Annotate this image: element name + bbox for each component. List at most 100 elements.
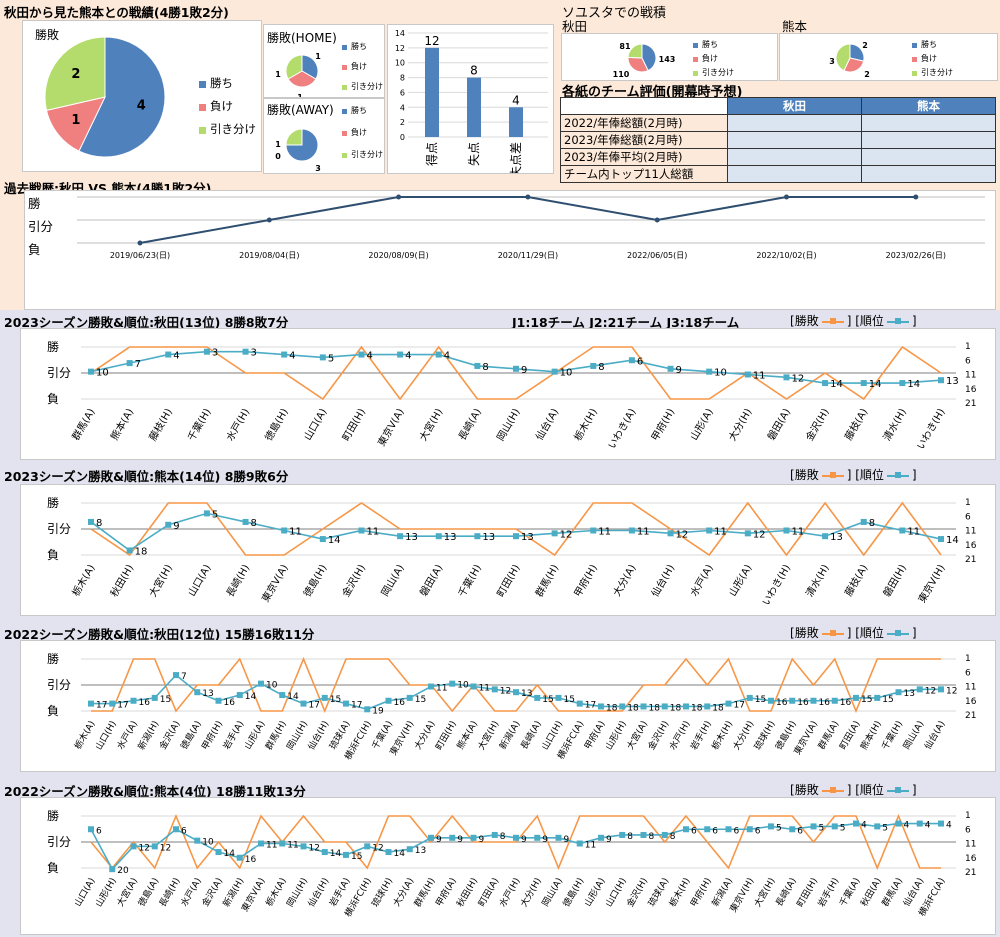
bar-y-tick: 6	[400, 88, 405, 97]
rank-point	[576, 840, 583, 847]
rank-value-label: 18	[691, 703, 703, 713]
rank-tick: 16	[965, 541, 977, 551]
rank-point	[428, 834, 434, 841]
rank-point	[194, 689, 201, 696]
rank-point	[281, 527, 288, 534]
rank-point	[822, 380, 829, 387]
rank-point	[130, 697, 137, 704]
rank-point	[768, 823, 774, 830]
legend-swatch	[342, 131, 347, 136]
bar-y-tick: 10	[395, 59, 405, 68]
bar	[467, 77, 481, 137]
legend-rank-label: 順位	[859, 783, 884, 797]
pie-value-label: 4	[137, 98, 146, 113]
rank-point	[744, 530, 751, 537]
season-x-label: 金沢(H)	[803, 406, 832, 443]
season-x-label: 栃木(H)	[571, 406, 600, 443]
rank-point	[343, 700, 349, 707]
soyusuta-kumamoto-box: 2 2 3 勝ち 負け 引き分け	[779, 33, 998, 81]
rank-value-label: 18	[606, 703, 618, 713]
season-x-label: 栃木(A)	[69, 562, 98, 599]
rank-value-label: 9	[676, 365, 682, 376]
rank-tick: 21	[965, 711, 976, 721]
rank-point	[358, 527, 365, 534]
bar-category-label: 失点	[466, 142, 481, 166]
rank-value-label: 15	[330, 695, 341, 705]
rank-point	[576, 700, 583, 707]
bar	[425, 47, 439, 137]
rank-value-label: 14	[245, 692, 257, 702]
rank-point	[704, 826, 711, 833]
rank-point	[88, 368, 94, 375]
legend-swatch	[342, 109, 347, 114]
rank-value-label: 6	[637, 356, 643, 367]
legend-bracket: [	[790, 314, 795, 328]
rank-value-label: 4	[444, 351, 450, 362]
evaluation-row: チーム内トップ11人総額	[560, 165, 996, 183]
soyusuta-kumamoto-label: 熊本	[782, 19, 808, 34]
rank-point	[215, 849, 222, 856]
rank-tick: 1	[965, 811, 971, 821]
legend-bracket: ] [	[846, 626, 860, 640]
rank-point	[364, 843, 371, 850]
rank-point	[300, 700, 307, 707]
rank-value-label: 17	[309, 701, 320, 711]
rank-value-label: 16	[139, 698, 151, 708]
legend-bracket: ]	[911, 783, 917, 797]
rank-value-label: 13	[415, 846, 426, 856]
rank-point	[449, 680, 456, 687]
rank-point	[88, 826, 94, 833]
rank-point	[783, 527, 790, 534]
rank-tick: 21	[965, 555, 976, 565]
rank-value-label: 13	[946, 376, 959, 387]
season-x-label: 徳島(H)	[262, 406, 291, 443]
rank-value-label: 3	[212, 348, 218, 359]
history-point	[913, 194, 919, 200]
rank-point	[130, 843, 137, 850]
season-y-label: 引分	[47, 366, 71, 380]
rank-point	[874, 694, 881, 701]
rank-value-label: 17	[734, 701, 745, 711]
season-x-label: 大分(H)	[725, 406, 754, 443]
rank-value-label: 12	[946, 686, 957, 696]
rank-point	[397, 351, 404, 358]
season-x-label: 長崎(A)	[455, 406, 484, 443]
rank-point	[513, 834, 519, 841]
away-pie-box: 勝敗(AWAY) 3 0 1 勝ち 負け 引き分け	[263, 98, 385, 174]
rank-point	[428, 683, 434, 690]
rank-value-label: 9	[542, 835, 548, 845]
rank-value-label: 9	[521, 365, 527, 376]
rank-point	[194, 837, 201, 844]
season-x-label: 東京V(A)	[375, 406, 407, 449]
rank-point	[279, 840, 286, 847]
bar-category-label: 得失点差	[508, 142, 523, 173]
season-y-label: 勝	[47, 339, 59, 354]
history-y-label: 負	[28, 242, 41, 257]
legend-bracket: ]	[911, 468, 917, 482]
rank-value-label: 12	[139, 843, 150, 853]
history-x-label: 2020/11/29(日)	[498, 251, 558, 260]
rank-value-label: 9	[606, 835, 612, 845]
rank-point	[385, 849, 392, 856]
rank-value-label: 18	[670, 703, 682, 713]
legend-bracket: ] [	[846, 314, 860, 328]
legend-result-label: 勝敗	[794, 626, 819, 640]
page-title: 秋田から見た熊本との戦績(4勝1敗2分)	[4, 5, 229, 20]
rank-point	[281, 351, 288, 358]
season-x-label: 岡山(A)	[379, 562, 407, 598]
rank-point	[746, 826, 753, 833]
season-x-label: 金沢(H)	[339, 562, 368, 599]
legend-swatch	[342, 85, 347, 90]
rank-point	[860, 518, 867, 525]
season-x-label: 大分(A)	[610, 562, 639, 599]
rank-point	[126, 547, 133, 554]
rank-value-label: 16	[776, 698, 788, 708]
season-title-2: 2023シーズン勝敗&順位:熊本(14位) 8勝9敗6分	[4, 469, 289, 484]
rank-value-label: 4	[904, 821, 910, 831]
rank-point	[109, 700, 116, 707]
legend-swatch	[693, 57, 698, 62]
rank-value-label: 15	[415, 695, 426, 705]
season-box-3: 勝引分負 1 6 11 16 21 17 17 16 15 7 13 16 14 10 14 17 15 17 19 1…	[20, 640, 996, 772]
